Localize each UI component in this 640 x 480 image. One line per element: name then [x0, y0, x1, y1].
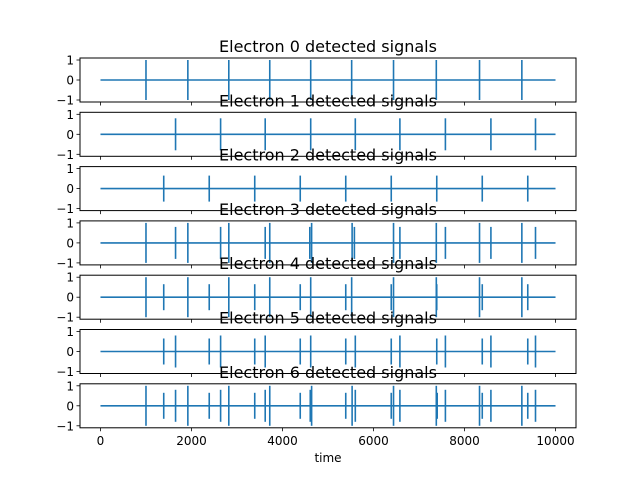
xtick-label-5: 10000 [536, 434, 574, 448]
ytick-label-5-0: −1 [56, 365, 74, 379]
subplot-title-3: Electron 3 detected signals [219, 200, 437, 219]
ytick-label-5-1: 0 [66, 345, 74, 359]
ytick-label-3-1: 0 [66, 236, 74, 250]
ytick-label-1-0: −1 [56, 148, 74, 162]
subplot-2: −1 0 1 [56, 162, 577, 216]
ytick-label-2-0: −1 [56, 202, 74, 216]
subplot-0: −1 0 1 [56, 54, 577, 108]
ytick-label-2-2: 1 [66, 162, 74, 176]
subplot-title-2: Electron 2 detected signals [219, 146, 437, 165]
ytick-label-0-2: 1 [66, 54, 74, 68]
ytick-label-5-2: 1 [66, 325, 74, 339]
ytick-label-6-0: −1 [56, 419, 74, 433]
subplot-title-6: Electron 6 detected signals [219, 363, 437, 382]
x-axis-label: time [314, 451, 341, 465]
ytick-label-6-2: 1 [66, 379, 74, 393]
subplot-title-1: Electron 1 detected signals [219, 91, 437, 110]
ytick-label-4-0: −1 [56, 311, 74, 325]
xtick-label-3: 6000 [358, 434, 389, 448]
xtick-label-2: 4000 [267, 434, 298, 448]
ytick-label-6-1: 0 [66, 399, 74, 413]
xtick-label-1: 2000 [176, 434, 207, 448]
subplot-4: −1 0 1 [56, 271, 577, 325]
subplot-title-4: Electron 4 detected signals [219, 254, 437, 273]
subplot-6: −1 0 1 0 2000 4000 6000 8000 10000 time [56, 379, 577, 465]
ytick-label-4-1: 0 [66, 291, 74, 305]
subplot-stack: −1 0 1 Electron 0 detected signals −1 0 1 Elect… [56, 37, 577, 465]
ytick-label-1-2: 1 [66, 108, 74, 122]
subplot-1: −1 0 1 [56, 108, 577, 162]
ytick-label-0-1: 0 [66, 74, 74, 88]
ytick-label-4-2: 1 [66, 271, 74, 285]
ytick-label-3-0: −1 [56, 256, 74, 270]
subplot-title-5: Electron 5 detected signals [219, 309, 437, 328]
ytick-label-0-0: −1 [56, 94, 74, 108]
xtick-label-4: 8000 [449, 434, 480, 448]
subplot-title-0: Electron 0 detected signals [219, 37, 437, 56]
subplot-3: −1 0 1 [56, 216, 577, 270]
ytick-label-2-1: 0 [66, 182, 74, 196]
subplot-5: −1 0 1 [56, 325, 577, 379]
ytick-label-3-2: 1 [66, 216, 74, 230]
xtick-label-0: 0 [97, 434, 105, 448]
ytick-label-1-1: 0 [66, 128, 74, 142]
